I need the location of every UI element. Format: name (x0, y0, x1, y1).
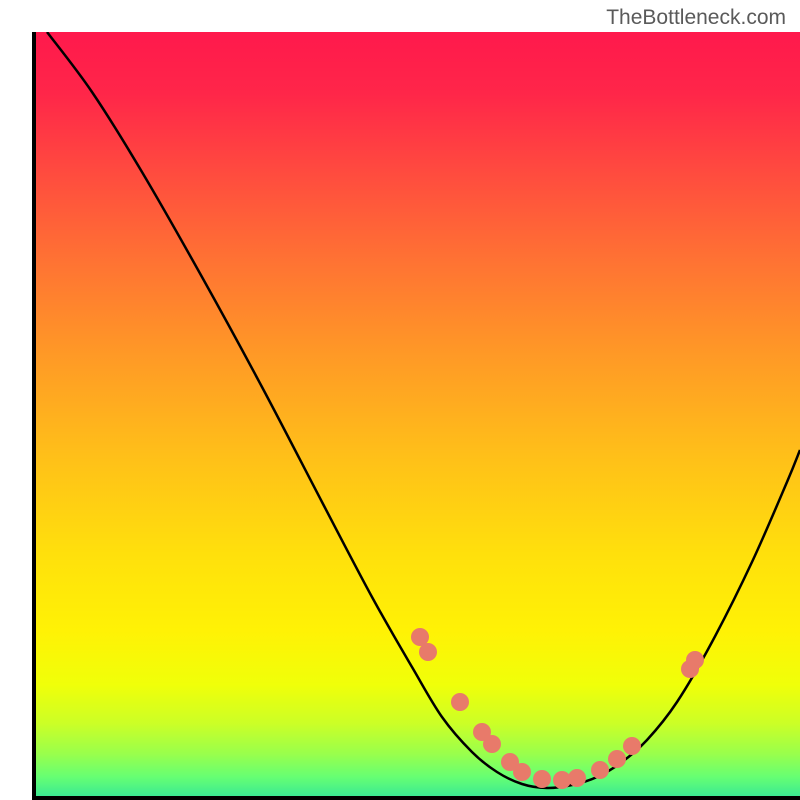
data-marker (591, 761, 609, 779)
data-markers (411, 628, 704, 789)
data-marker (568, 769, 586, 787)
data-marker (686, 651, 704, 669)
bottleneck-chart (32, 32, 800, 800)
attribution-text: TheBottleneck.com (606, 6, 786, 30)
data-marker (451, 693, 469, 711)
data-marker (419, 643, 437, 661)
data-marker (623, 737, 641, 755)
data-marker (533, 770, 551, 788)
data-marker (483, 735, 501, 753)
chart-svg (32, 32, 800, 800)
data-marker (513, 763, 531, 781)
data-marker (608, 750, 626, 768)
